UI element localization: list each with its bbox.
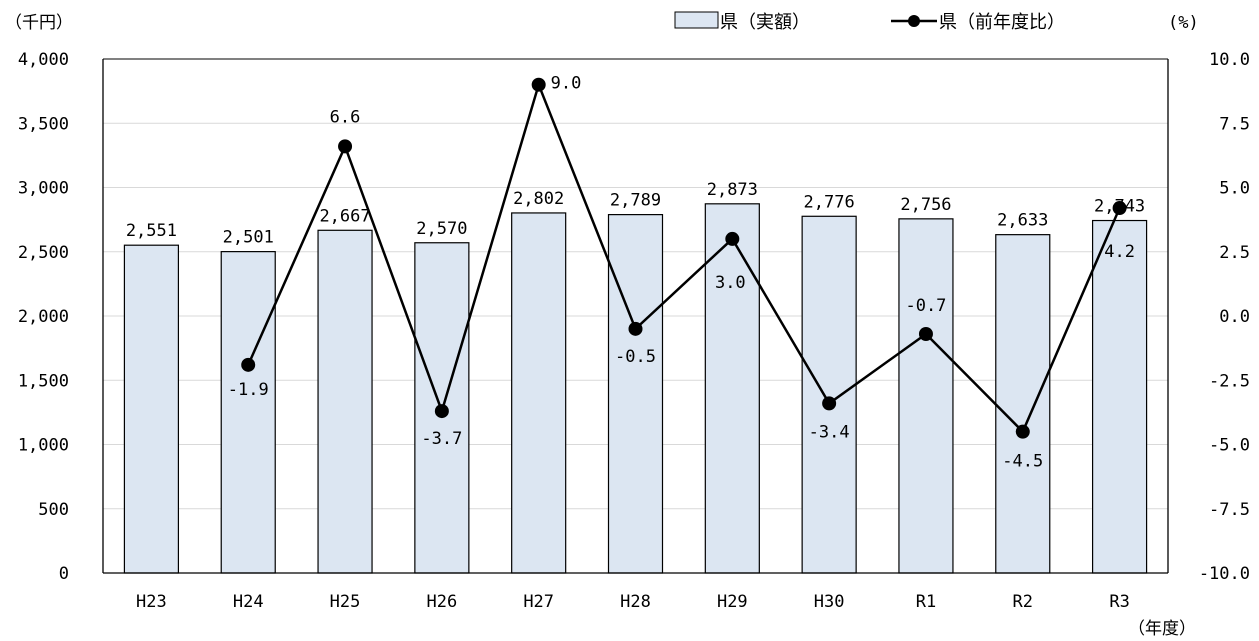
x-tick-label-H27: H27 [523,592,554,612]
line-value-label-H28: -0.5 [615,347,656,367]
bar-value-label-H30: 2,776 [804,192,855,212]
line-point-H25 [338,139,353,154]
line-data-labels: -1.9 6.6 -3.7 9.0 -0.5 3.0 -3.4 -0.7 -4.5 4.2 [228,74,1135,472]
right-tick-label: -10.0 [1199,564,1250,584]
bar-series [123,203,1148,574]
x-axis-unit-label: （年度） [1128,619,1196,639]
left-tick-label: 1,000 [18,436,69,456]
legend-line-marker [908,15,920,27]
bar-value-label-H29: 2,873 [707,180,758,200]
line-value-label-R3: 4.2 [1104,242,1135,262]
right-tick-label: -5.0 [1209,436,1250,456]
legend-bar-label: 県（実額） [720,12,810,33]
left-tick-label: 3,000 [18,179,69,199]
plot-frame [102,58,1169,574]
bar-H28 [607,214,664,574]
line-point-H29 [725,231,740,246]
bar-value-label-H23: 2,551 [126,221,177,241]
line-point-H27 [531,77,546,92]
bar-value-label-H26: 2,570 [416,219,467,239]
line-value-label-R2: -4.5 [1002,452,1043,472]
x-tick-label-H30: H30 [814,592,845,612]
line-value-label-R1: -0.7 [905,296,946,316]
legend: 県（実額） 県（前年度比） [674,11,1065,33]
x-tick-label-H28: H28 [620,592,651,612]
x-tick-label-H23: H23 [136,592,167,612]
left-tick-label: 2,000 [18,307,69,327]
bar-value-label-R1: 2,756 [900,195,951,215]
legend-line-label: 県（前年度比） [939,12,1065,33]
bar-data-labels: 2,551 2,501 2,667 2,570 2,802 2,789 2,873 2,776… [126,180,1145,248]
left-tick-label: 0 [59,564,69,584]
left-tick-label: 500 [38,500,69,520]
line-point-H24 [241,357,256,372]
right-axis-tick-labels: -10.0 -7.5 -5.0 -2.5 0.0 2.5 5.0 7.5 10.0 [1199,50,1250,584]
left-tick-label: 1,500 [18,371,69,391]
line-point-R2 [1015,424,1030,439]
right-tick-label: 0.0 [1219,307,1250,327]
line-point-H26 [434,404,449,419]
line-value-label-H26: -3.7 [421,429,462,449]
bar-value-label-H24: 2,501 [223,228,274,248]
bar-R3 [1091,219,1148,574]
line-value-label-H29: 3.0 [715,273,746,293]
line-series [241,77,1127,439]
bar-R2 [995,234,1051,574]
right-tick-label: -2.5 [1209,371,1250,391]
left-tick-label: 4,000 [18,50,69,70]
right-axis-unit-label: (%) [1168,13,1199,33]
right-tick-label: 7.5 [1219,114,1250,134]
right-tick-label: 2.5 [1219,243,1250,263]
bar-R1 [898,218,954,574]
bar-value-label-R2: 2,633 [997,211,1048,231]
bar-H25 [317,229,373,574]
bar-H27 [511,212,567,574]
x-tick-label-R1: R1 [916,592,936,612]
x-tick-label-R2: R2 [1013,592,1033,612]
line-point-R3 [1112,201,1127,216]
line-value-label-H30: -3.4 [809,422,850,442]
line-point-R1 [918,326,933,341]
line-value-label-H27: 9.0 [551,74,582,94]
bar-H23 [123,244,180,574]
x-tick-label-R3: R3 [1109,592,1129,612]
bar-H24 [220,251,276,574]
right-tick-label: -7.5 [1209,500,1250,520]
bar-H29 [704,203,760,574]
right-tick-label: 5.0 [1219,179,1250,199]
left-tick-label: 2,500 [18,243,69,263]
x-tick-label-H29: H29 [717,592,748,612]
x-tick-label-H24: H24 [233,592,264,612]
bar-value-label-H28: 2,789 [610,191,661,211]
line-value-label-H25: 6.6 [330,107,361,127]
bar-value-label-H25: 2,667 [319,206,370,226]
left-axis-unit-label: （千円） [5,13,73,33]
left-tick-label: 3,500 [18,114,69,134]
x-axis-tick-labels: H23 H24 H25 H26 H27 H28 H29 H30 R1 R2 R3 [136,592,1130,612]
x-tick-label-H25: H25 [330,592,361,612]
bar-value-label-H27: 2,802 [513,189,564,209]
bar-H30 [801,215,857,574]
legend-bar-swatch [674,11,719,29]
left-axis-tick-labels: 0 500 1,000 1,500 2,000 2,500 3,000 3,500 4,000 [18,50,69,584]
line-path [247,80,1121,434]
x-tick-label-H26: H26 [427,592,458,612]
line-point-H30 [822,396,837,411]
right-tick-label: 10.0 [1209,50,1250,70]
line-value-label-H24: -1.9 [228,380,269,400]
line-point-H28 [628,321,643,336]
